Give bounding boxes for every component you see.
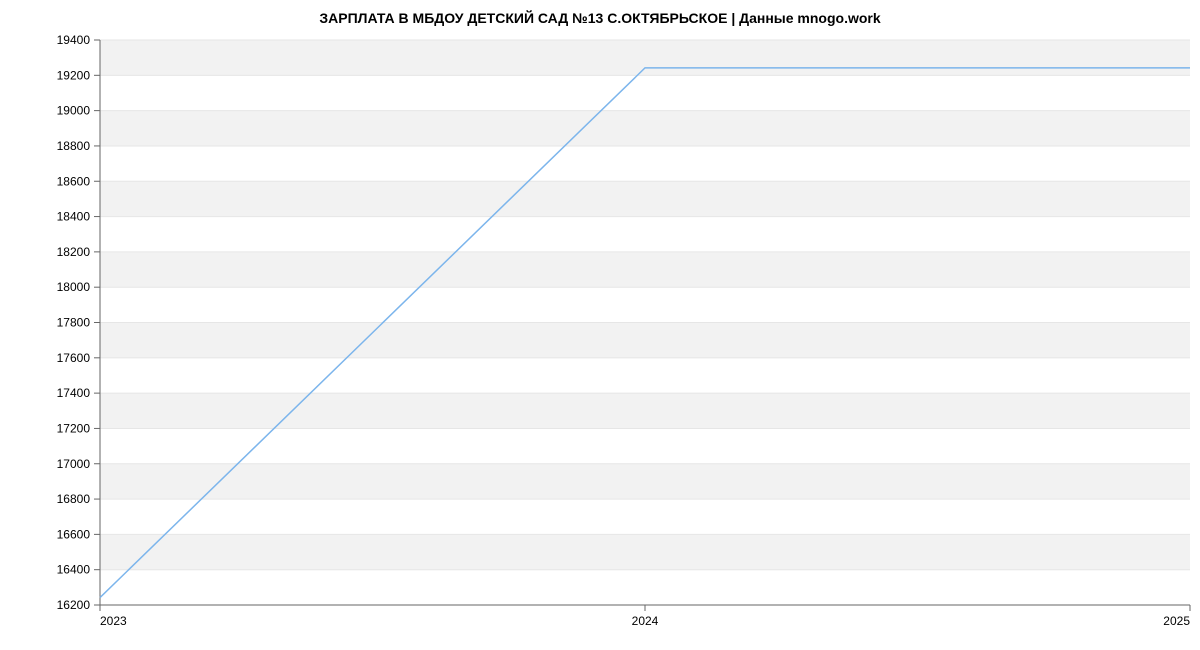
- svg-text:16200: 16200: [57, 598, 91, 612]
- svg-text:17800: 17800: [57, 316, 91, 330]
- svg-text:18600: 18600: [57, 174, 91, 188]
- svg-text:19400: 19400: [57, 33, 91, 47]
- svg-text:19200: 19200: [57, 68, 91, 82]
- svg-text:16800: 16800: [57, 492, 91, 506]
- svg-text:2023: 2023: [100, 614, 127, 628]
- svg-text:17200: 17200: [57, 421, 91, 435]
- svg-text:18000: 18000: [57, 280, 91, 294]
- svg-text:2025: 2025: [1163, 614, 1190, 628]
- svg-text:18200: 18200: [57, 245, 91, 259]
- svg-text:16600: 16600: [57, 527, 91, 541]
- svg-text:17400: 17400: [57, 386, 91, 400]
- svg-text:19000: 19000: [57, 104, 91, 118]
- svg-text:17000: 17000: [57, 457, 91, 471]
- svg-text:2024: 2024: [632, 614, 659, 628]
- svg-text:18400: 18400: [57, 210, 91, 224]
- chart-svg: 16200 16400 16600 16800 17000 17200 17400 17600…: [0, 0, 1200, 650]
- salary-chart: ЗАРПЛАТА В МБДОУ ДЕТСКИЙ САД №13 С.ОКТЯБ…: [0, 0, 1200, 650]
- svg-text:16400: 16400: [57, 563, 91, 577]
- svg-text:18800: 18800: [57, 139, 91, 153]
- svg-text:17600: 17600: [57, 351, 91, 365]
